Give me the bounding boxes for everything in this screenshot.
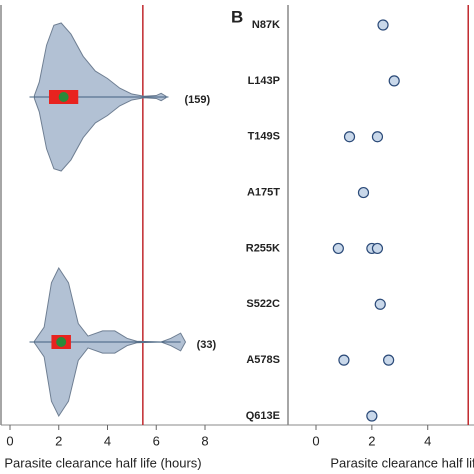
x-tick-label: 2 [368,433,375,448]
x-tick-label: 4 [104,433,111,448]
point [343,131,356,143]
point [357,186,370,199]
x-tick-label: 0 [312,433,319,448]
category-label: N87K [252,19,280,31]
x-axis-label: Parasite clearance half life (hours) [330,455,474,470]
count-annotation: (33) [197,339,217,351]
point [374,298,386,310]
x-tick-label: 0 [6,433,13,448]
x-tick-label: 8 [201,433,208,448]
category-label: L143P [248,75,280,87]
count-annotation: (159) [184,94,210,106]
median [56,337,67,347]
category-label: A578S [246,354,280,366]
point [377,19,389,31]
x-tick-label: 4 [424,433,431,448]
category-label: T149S [248,131,280,143]
median [58,92,69,102]
category-label: S522C [246,298,280,310]
category-label: R255K [246,242,280,254]
point [388,75,400,87]
point [371,131,384,143]
x-tick-label: 6 [153,433,160,448]
category-label: Q613E [246,410,280,422]
x-axis-label: Parasite clearance half life (hours) [4,455,201,470]
panel-label: B [231,7,243,26]
point [332,242,344,255]
point [366,410,378,422]
x-tick-label: 2 [55,433,62,448]
point [383,354,395,366]
point [338,354,350,366]
point [371,242,384,255]
category-label: A175T [247,186,280,198]
